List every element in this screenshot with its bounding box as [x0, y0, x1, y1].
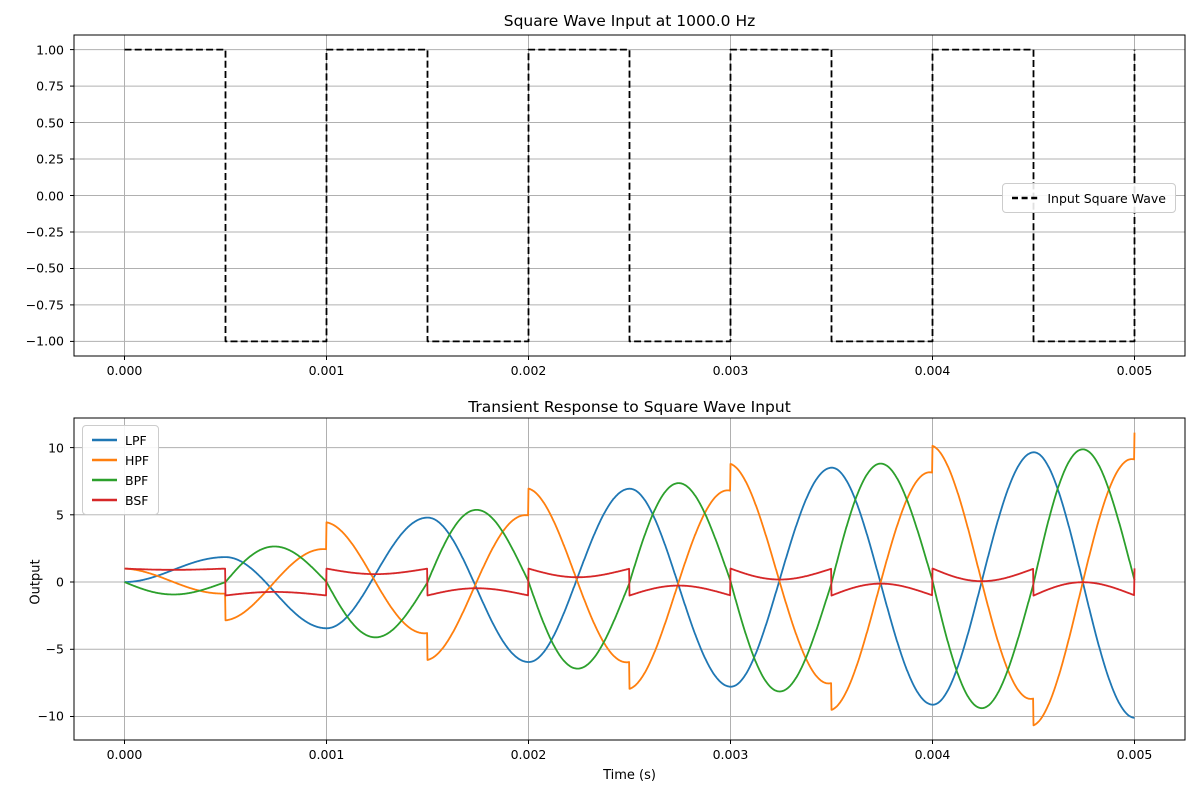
- legend-line-sample-icon: [92, 478, 117, 482]
- legend-line-sample-icon: [1012, 196, 1040, 200]
- legend-plot-1: LPF HPF BPF BSF: [82, 425, 160, 515]
- x-tick-label: 0.002: [510, 363, 547, 378]
- x-tick-label: 0.003: [712, 747, 749, 762]
- legend-entry-bpf: BPF: [92, 470, 149, 490]
- tick-marks-plot-0: [70, 49, 1135, 360]
- legend-line-sample-icon: [92, 438, 117, 442]
- y-tick-label: −1.00: [25, 333, 64, 349]
- bsf-curve: [124, 567, 1136, 597]
- y-tick-label: 1.00: [36, 42, 64, 58]
- y-tick-label: 0.75: [36, 78, 64, 94]
- x-tick-label: 0.000: [106, 747, 143, 762]
- y-tick-label: 0.00: [36, 188, 64, 203]
- x-tick-label: 0.003: [712, 363, 749, 378]
- y-axis-label: Output: [28, 559, 44, 605]
- x-tick-label: 0.002: [510, 747, 547, 762]
- axes-spines-plot-1: [73, 417, 1186, 741]
- legend-label-hpf: HPF: [125, 452, 150, 468]
- input-square-wave-curve: [124, 48, 1136, 343]
- x-tick-label: 0.004: [914, 363, 951, 378]
- hpf-curve: [124, 432, 1136, 727]
- curves-plot-1: [124, 432, 1136, 727]
- lpf-curve: [124, 451, 1135, 719]
- y-tick-label: −5: [45, 641, 64, 657]
- y-tick-label: 5: [56, 507, 64, 523]
- legend-plot-0: Input Square Wave: [1002, 183, 1176, 213]
- bottom-plot-title: Transient Response to Square Wave Input: [468, 398, 791, 416]
- top-plot-title: Square Wave Input at 1000.0 Hz: [503, 12, 756, 30]
- x-tick-label: 0.000: [106, 363, 143, 378]
- tick-marks-plot-1: [70, 447, 1135, 744]
- x-tick-label: 0.001: [308, 747, 345, 762]
- legend-entry-lpf: LPF: [92, 430, 149, 450]
- legend-label-bsf: BSF: [125, 492, 149, 508]
- y-tick-label: 10: [48, 440, 64, 456]
- y-tick-label: 0: [56, 574, 64, 590]
- gridlines-plot-1: [74, 418, 1185, 740]
- x-tick-label: 0.001: [308, 363, 345, 378]
- legend-label-bpf: BPF: [125, 472, 149, 488]
- y-tick-label: −0.50: [25, 260, 64, 276]
- y-tick-label: 0.50: [36, 115, 64, 131]
- y-tick-label: 0.25: [36, 151, 64, 167]
- legend-entry-hpf: HPF: [92, 450, 149, 470]
- legend-label-input-square-wave: Input Square Wave: [1047, 190, 1166, 206]
- curves-plot-0: [124, 48, 1136, 343]
- x-tick-label: 0.004: [914, 747, 951, 762]
- x-axis-label: Time (s): [603, 768, 656, 783]
- y-tick-label: −10: [37, 708, 64, 724]
- x-tick-label: 0.005: [1116, 747, 1153, 762]
- y-tick-label: −0.25: [25, 224, 64, 240]
- x-tick-label: 0.005: [1116, 363, 1153, 378]
- legend-entry-bsf: BSF: [92, 490, 149, 510]
- legend-entry-input-square-wave: Input Square Wave: [1012, 188, 1166, 208]
- legend-label-lpf: LPF: [125, 432, 147, 448]
- legend-line-sample-icon: [92, 458, 117, 462]
- legend-line-sample-icon: [92, 498, 117, 502]
- y-tick-label: −0.75: [25, 297, 64, 313]
